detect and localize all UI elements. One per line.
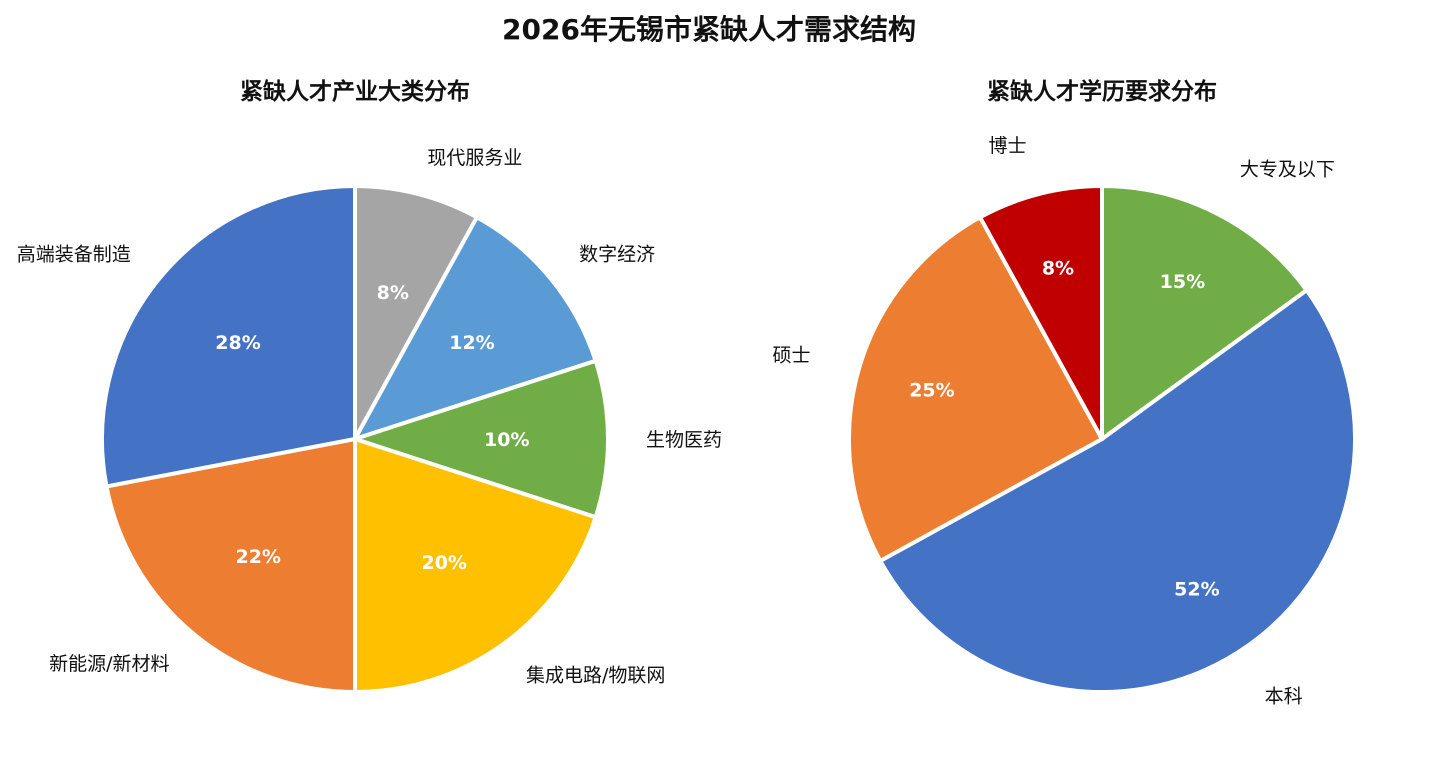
- industry-slice-0: [353, 184, 479, 441]
- education-slice-percent-3: 8%: [1042, 257, 1074, 279]
- industry-slice-label-1: 数字经济: [579, 244, 655, 266]
- education-slice-label-3: 博士: [988, 135, 1026, 157]
- industry-slice-3: [353, 437, 598, 694]
- education-slice-percent-2: 25%: [909, 380, 954, 402]
- education-pie-title: 紧缺人才学历要求分布: [987, 78, 1217, 105]
- education-pie: 15% 大专及以下 52% 本科 25% 硕士 8% 博士: [772, 135, 1357, 707]
- industry-slice-label-3: 集成电路/物联网: [526, 664, 665, 686]
- industry-slice-percent-1: 12%: [449, 332, 494, 354]
- education-slice-1: [878, 288, 1357, 694]
- industry-slice-percent-0: 8%: [377, 282, 409, 304]
- industry-slice-5: [100, 184, 357, 489]
- industry-slice-label-4: 新能源/新材料: [49, 653, 169, 675]
- industry-pie-title: 紧缺人才产业大类分布: [240, 78, 470, 105]
- industry-slice-4: [104, 437, 357, 694]
- chart-main-title: 2026年无锡市紧缺人才需求结构: [502, 13, 916, 46]
- education-slice-label-0: 大专及以下: [1240, 158, 1335, 180]
- education-slice-0: [1100, 184, 1309, 441]
- industry-slice-percent-4: 22%: [235, 546, 280, 568]
- education-slice-percent-1: 52%: [1174, 579, 1219, 601]
- industry-pie: 8% 现代服务业 12% 数字经济 10% 生物医药 20% 集成电路/物联网 22% 新能源/新…: [17, 147, 722, 694]
- education-slice-label-1: 本科: [1265, 685, 1303, 707]
- industry-slice-percent-5: 28%: [215, 332, 260, 354]
- industry-slice-percent-3: 20%: [421, 552, 466, 574]
- industry-slice-2: [353, 358, 610, 520]
- industry-slice-percent-2: 10%: [484, 429, 529, 451]
- education-slice-3: [978, 184, 1104, 441]
- industry-slice-1: [353, 215, 598, 441]
- education-slice-percent-0: 15%: [1160, 271, 1205, 293]
- industry-slice-label-2: 生物医药: [646, 429, 722, 451]
- industry-slice-label-0: 现代服务业: [427, 147, 522, 169]
- education-slice-label-2: 硕士: [772, 344, 810, 366]
- education-slice-2: [847, 215, 1104, 563]
- industry-slice-label-5: 高端装备制造: [17, 244, 131, 266]
